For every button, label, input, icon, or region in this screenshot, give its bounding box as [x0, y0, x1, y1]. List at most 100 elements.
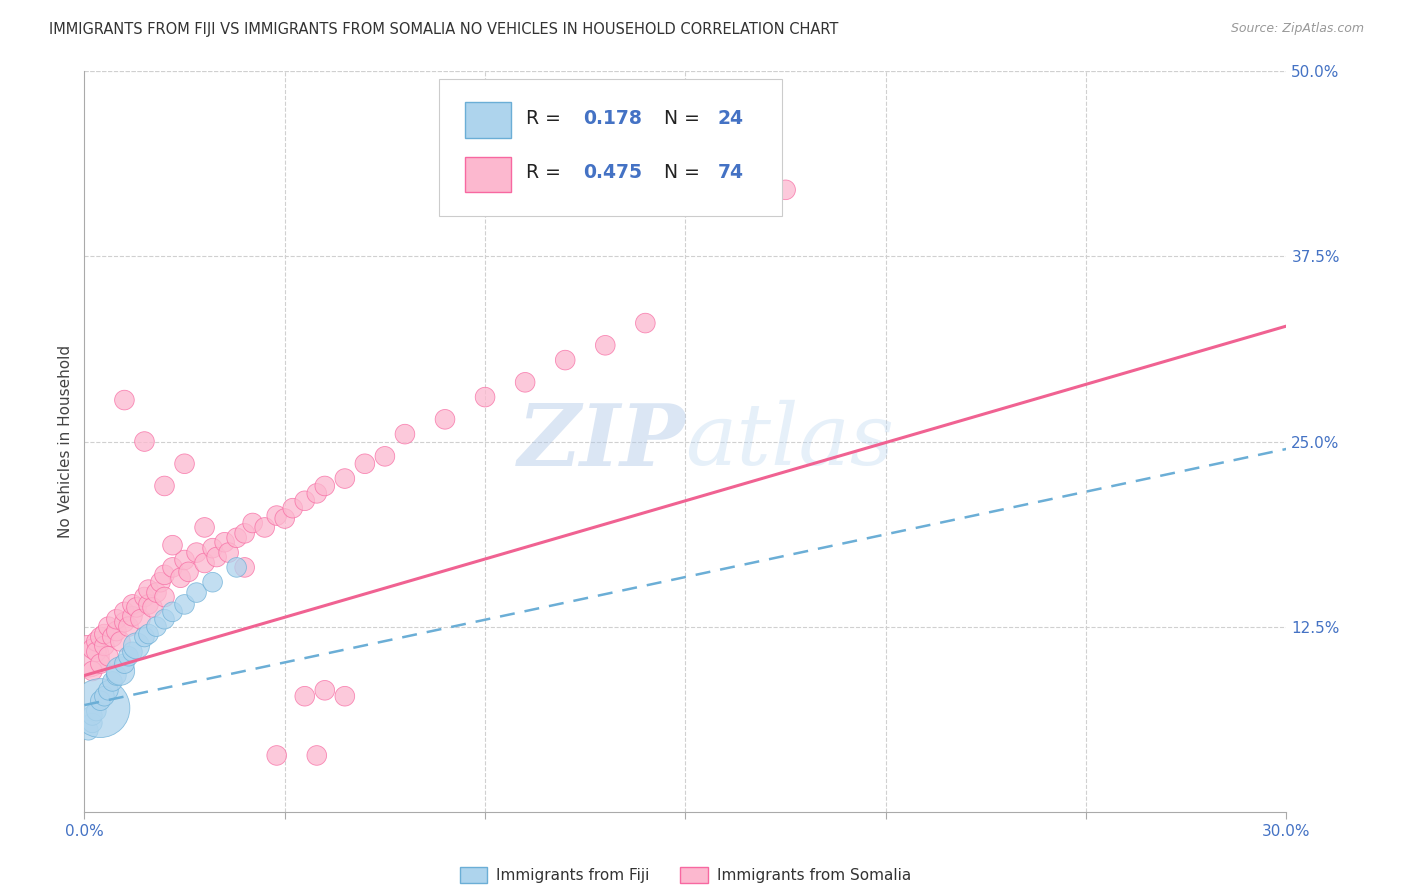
Point — [105, 668, 128, 682]
Point — [173, 457, 195, 471]
Point — [125, 600, 148, 615]
Point — [162, 560, 184, 574]
Text: 0.178: 0.178 — [583, 109, 643, 128]
Point — [97, 619, 120, 633]
Point — [333, 690, 356, 704]
Point — [173, 553, 195, 567]
FancyBboxPatch shape — [439, 78, 782, 216]
Point — [134, 630, 156, 644]
Point — [86, 634, 108, 648]
Point — [233, 526, 256, 541]
Point — [134, 434, 156, 449]
Point — [93, 690, 115, 704]
Point — [121, 645, 143, 659]
Point — [125, 639, 148, 653]
Text: 74: 74 — [718, 162, 744, 182]
Point — [274, 511, 297, 525]
Point — [101, 630, 124, 644]
Point — [218, 546, 240, 560]
Point — [177, 565, 200, 579]
Point — [134, 590, 156, 604]
Point — [77, 723, 100, 738]
Point — [153, 567, 176, 582]
Y-axis label: No Vehicles in Household: No Vehicles in Household — [58, 345, 73, 538]
Point — [101, 674, 124, 689]
Text: N =: N = — [664, 109, 706, 128]
Point — [314, 683, 336, 698]
Point — [82, 715, 104, 730]
Point — [114, 393, 135, 408]
Point — [314, 479, 336, 493]
Point — [474, 390, 496, 404]
Point — [82, 641, 104, 656]
Point — [89, 701, 111, 715]
Point — [675, 145, 697, 160]
Point — [253, 520, 276, 534]
Point — [333, 471, 356, 485]
Point — [93, 639, 115, 653]
Text: 24: 24 — [718, 109, 744, 128]
Point — [374, 450, 396, 464]
Point — [97, 683, 120, 698]
Point — [266, 508, 288, 523]
Point — [82, 664, 104, 678]
Point — [89, 694, 111, 708]
Point — [225, 560, 247, 574]
Point — [266, 748, 288, 763]
Point — [595, 338, 617, 352]
Point — [117, 619, 139, 633]
Point — [281, 501, 304, 516]
Point — [515, 376, 537, 390]
Point — [93, 627, 115, 641]
Point — [294, 493, 316, 508]
Point — [214, 535, 236, 549]
Point — [153, 479, 176, 493]
Point — [149, 575, 172, 590]
Legend: Immigrants from Fiji, Immigrants from Somalia: Immigrants from Fiji, Immigrants from So… — [454, 861, 917, 889]
Point — [138, 627, 160, 641]
Text: R =: R = — [526, 109, 567, 128]
Point — [554, 353, 576, 368]
Point — [162, 538, 184, 552]
Text: IMMIGRANTS FROM FIJI VS IMMIGRANTS FROM SOMALIA NO VEHICLES IN HOUSEHOLD CORRELA: IMMIGRANTS FROM FIJI VS IMMIGRANTS FROM … — [49, 22, 838, 37]
Point — [86, 645, 108, 659]
Text: R =: R = — [526, 162, 567, 182]
FancyBboxPatch shape — [465, 156, 512, 192]
Point — [394, 427, 416, 442]
Point — [121, 598, 143, 612]
Point — [105, 612, 128, 626]
Point — [138, 582, 160, 597]
Point — [117, 649, 139, 664]
Point — [153, 590, 176, 604]
Text: 0.475: 0.475 — [583, 162, 643, 182]
Point — [105, 624, 128, 638]
Point — [233, 560, 256, 574]
Point — [354, 457, 377, 471]
Point — [169, 571, 191, 585]
Point — [775, 183, 797, 197]
Point — [186, 546, 208, 560]
Point — [194, 556, 217, 570]
Point — [162, 605, 184, 619]
Point — [305, 748, 328, 763]
Point — [82, 708, 104, 723]
Point — [201, 541, 224, 556]
Point — [121, 609, 143, 624]
Point — [77, 649, 100, 664]
Text: N =: N = — [664, 162, 706, 182]
FancyBboxPatch shape — [465, 103, 512, 138]
Point — [194, 520, 217, 534]
Point — [114, 615, 135, 630]
Point — [434, 412, 457, 426]
Point — [110, 664, 132, 678]
Point — [138, 598, 160, 612]
Point — [114, 657, 135, 671]
Point — [305, 486, 328, 500]
Point — [89, 630, 111, 644]
Point — [201, 575, 224, 590]
Point — [89, 657, 111, 671]
Point — [129, 612, 152, 626]
Text: atlas: atlas — [686, 401, 894, 483]
Point — [97, 649, 120, 664]
Point — [294, 690, 316, 704]
